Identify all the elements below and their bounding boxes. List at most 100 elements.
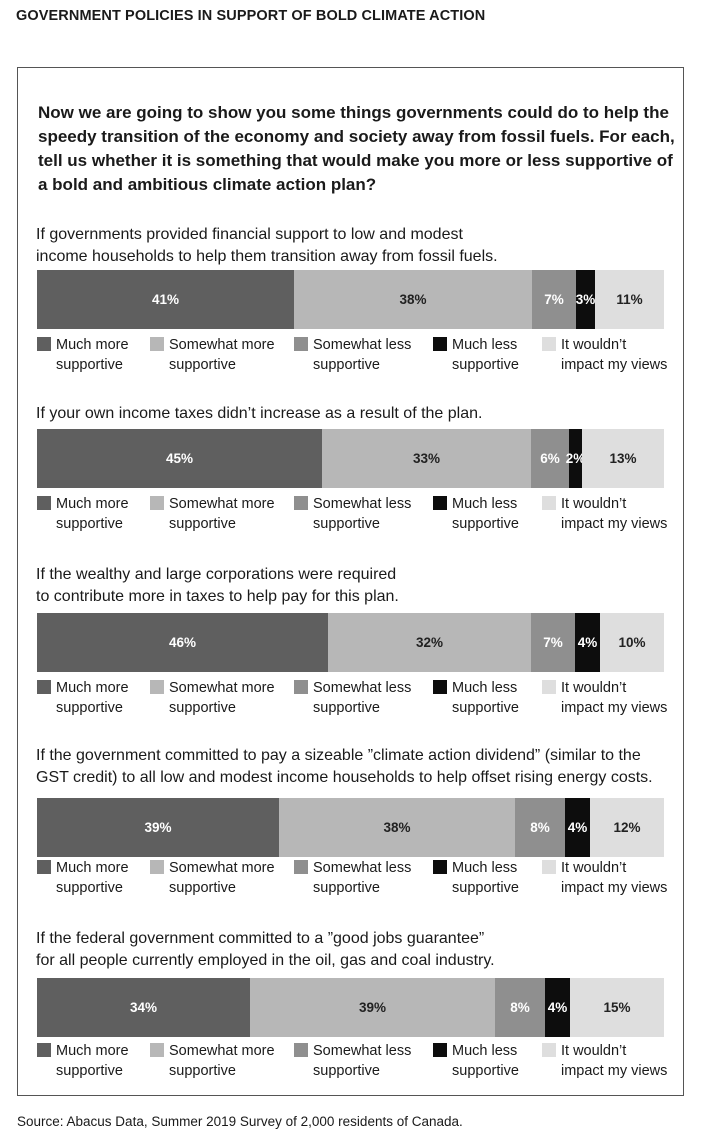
item-question-line: If the federal government committed to a… — [36, 930, 485, 947]
stacked-bar-2: 45% 33% 6% 2% 13% — [37, 429, 664, 488]
item-question-line: to contribute more in taxes to help pay … — [36, 588, 399, 605]
legend-label-line: Much less — [452, 1043, 518, 1059]
legend-swatch — [294, 860, 308, 874]
legend-label-line: supportive — [313, 880, 380, 896]
data-label: 8% — [530, 820, 550, 835]
legend-label-line: Much more — [56, 1043, 129, 1059]
legend-label: It wouldn’t impact my views — [561, 1041, 667, 1081]
legend-item-somewhat-less: Somewhat less supportive — [294, 858, 411, 898]
bar-segment-much-more: 34% — [37, 978, 250, 1037]
bar-segment-no-impact: 10% — [600, 613, 664, 672]
legend-item-somewhat-less: Somewhat less supportive — [294, 494, 411, 534]
legend-label: Somewhat more supportive — [169, 1041, 275, 1081]
legend-label-line: Much more — [56, 860, 129, 876]
legend-label-line: supportive — [452, 357, 519, 373]
legend-label: Somewhat less supportive — [313, 678, 411, 718]
legend-label-line: Somewhat less — [313, 1043, 412, 1059]
legend-label-line: Somewhat more — [169, 680, 275, 696]
legend-1: Much more supportive Somewhat more supporti… — [37, 335, 687, 375]
legend-label: Much less supportive — [452, 335, 519, 375]
legend-item-much-more: Much more supportive — [37, 678, 129, 718]
legend-swatch — [150, 337, 164, 351]
legend-label-line: supportive — [169, 516, 236, 532]
legend-item-somewhat-less: Somewhat less supportive — [294, 1041, 411, 1081]
legend-swatch — [37, 1043, 51, 1057]
survey-question: Now we are going to show you some things… — [38, 103, 675, 194]
data-label: 4% — [567, 820, 588, 835]
page-title: GOVERNMENT POLICIES IN SUPPORT OF BOLD C… — [16, 8, 486, 24]
legend-label-line: supportive — [169, 700, 236, 716]
bar-segment-much-more: 41% — [37, 270, 294, 329]
legend-label-line: Much less — [452, 496, 518, 512]
legend-swatch — [542, 680, 556, 694]
legend-swatch — [294, 496, 308, 510]
data-label: 33% — [412, 451, 441, 466]
legend-2: Much more supportive Somewhat more supporti… — [37, 494, 687, 534]
legend-label-line: supportive — [56, 700, 123, 716]
data-label: 46% — [168, 635, 197, 650]
data-label: 7% — [543, 635, 563, 650]
legend-label-line: supportive — [313, 357, 380, 373]
legend-swatch — [37, 680, 51, 694]
bar-segment-much-less: 3% — [576, 270, 595, 329]
legend-label-line: It wouldn’t — [561, 496, 627, 512]
legend-item-much-less: Much less supportive — [433, 494, 519, 534]
data-label: 7% — [544, 292, 564, 307]
legend-label: Somewhat more supportive — [169, 858, 275, 898]
legend-label-line: supportive — [56, 516, 123, 532]
legend-label: It wouldn’t impact my views — [561, 494, 667, 534]
legend-label-line: impact my views — [561, 1063, 668, 1079]
data-label: 38% — [383, 820, 411, 835]
legend-label: Somewhat less supportive — [313, 494, 411, 534]
legend-label-line: It wouldn’t — [561, 680, 627, 696]
legend-label-line: supportive — [452, 1063, 519, 1079]
legend-swatch — [37, 337, 51, 351]
item-question-line: If governments provided financial suppor… — [36, 226, 463, 243]
legend-swatch — [150, 860, 164, 874]
legend-label: It wouldn’t impact my views — [561, 858, 667, 898]
legend-item-no-impact: It wouldn’t impact my views — [542, 858, 667, 898]
data-label: 45% — [165, 451, 194, 466]
legend-label-line: It wouldn’t — [561, 860, 627, 876]
legend-label: Much more supportive — [56, 678, 129, 718]
legend-item-much-less: Much less supportive — [433, 1041, 519, 1081]
legend-label-line: Somewhat less — [313, 680, 412, 696]
legend-item-somewhat-more: Somewhat more supportive — [150, 858, 275, 898]
legend-label-line: impact my views — [561, 357, 668, 373]
legend-label-line: Much more — [56, 680, 129, 696]
item-question-1: If governments provided financial suppor… — [36, 224, 686, 268]
data-label: 15% — [603, 1000, 631, 1015]
legend-label: Somewhat less supportive — [313, 858, 411, 898]
legend-label-line: supportive — [169, 357, 236, 373]
data-label: 10% — [618, 635, 646, 650]
chart-frame — [17, 67, 684, 1096]
legend-label-line: Much less — [452, 860, 518, 876]
legend-label-line: supportive — [452, 880, 519, 896]
legend-label: Much more supportive — [56, 1041, 129, 1081]
legend-item-somewhat-more: Somewhat more supportive — [150, 494, 275, 534]
legend-label-line: Much more — [56, 496, 129, 512]
data-label: 39% — [358, 1000, 387, 1015]
legend-label: Much less supportive — [452, 494, 519, 534]
item-question-2: If your own income taxes didn’t increase… — [36, 403, 686, 425]
data-label: 4% — [547, 1000, 568, 1015]
legend-swatch — [542, 337, 556, 351]
legend-label: Somewhat more supportive — [169, 335, 275, 375]
item-question-3: If the wealthy and large corporations we… — [36, 564, 686, 608]
data-label: 38% — [399, 292, 427, 307]
legend-label-line: supportive — [452, 516, 519, 532]
legend-swatch — [37, 860, 51, 874]
bar-segment-no-impact: 11% — [595, 270, 664, 329]
item-question-line: for all people currently employed in the… — [36, 952, 495, 969]
legend-label-line: supportive — [313, 700, 380, 716]
legend-item-somewhat-less: Somewhat less supportive — [294, 335, 411, 375]
legend-label-line: Much less — [452, 680, 518, 696]
legend-label-line: impact my views — [561, 880, 668, 896]
legend-label-line: supportive — [56, 357, 123, 373]
legend-swatch — [150, 496, 164, 510]
bar-segment-much-less: 4% — [565, 798, 590, 857]
legend-label-line: Somewhat less — [313, 496, 412, 512]
legend-label-line: impact my views — [561, 516, 668, 532]
legend-item-no-impact: It wouldn’t impact my views — [542, 335, 667, 375]
legend-label-line: Much less — [452, 337, 518, 353]
